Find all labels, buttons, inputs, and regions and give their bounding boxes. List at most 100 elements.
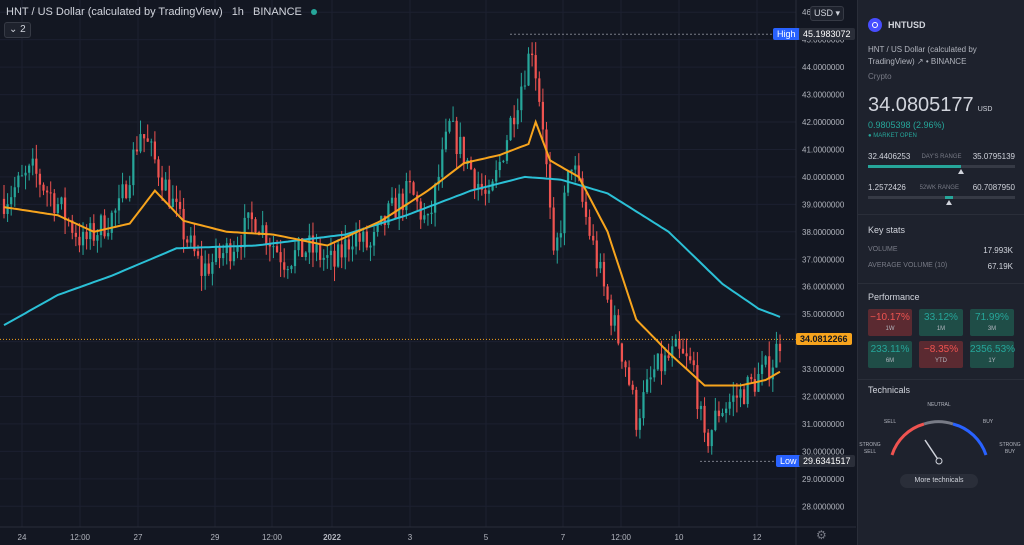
performance-period: 6M xyxy=(885,358,895,364)
y-tick-label: 29.0000000 xyxy=(802,475,845,484)
gear-icon[interactable]: ⚙ xyxy=(816,528,827,542)
performance-period: YTD xyxy=(935,358,947,364)
performance-value: 71.99% xyxy=(975,312,1009,323)
symbol-header[interactable]: HNTUSD xyxy=(868,18,926,32)
candle-body xyxy=(110,212,113,233)
52wk-range-marker xyxy=(945,200,952,205)
candle-body xyxy=(254,219,257,233)
symbol-legend[interactable]: HNT / US Dollar (calculated by TradingVi… xyxy=(6,6,317,18)
performance-cell[interactable]: 233.11% 6M xyxy=(868,341,912,368)
candle-body xyxy=(703,405,706,433)
y-tick-label: 28.0000000 xyxy=(802,502,845,511)
candle-body xyxy=(645,379,649,393)
candle-body xyxy=(214,245,218,263)
candle-body xyxy=(135,149,139,152)
candle-body xyxy=(692,360,695,366)
candle-body xyxy=(344,239,347,258)
y-tick-label: 35.0000000 xyxy=(802,310,845,319)
y-tick-label: 42.0000000 xyxy=(802,118,845,127)
candle-body xyxy=(477,183,480,190)
candle-body xyxy=(617,315,620,344)
candle-body xyxy=(778,343,782,352)
candle-body xyxy=(674,338,677,347)
candle-body xyxy=(153,141,157,160)
symbol-description[interactable]: HNT / US Dollar (calculated by TradingVi… xyxy=(868,45,977,66)
divider xyxy=(858,214,1024,215)
52wk-range: 1.2572426 52WK RANGE 60.7087950 xyxy=(868,183,1015,205)
candle-body xyxy=(394,197,397,219)
candle-body xyxy=(448,120,451,132)
days-range-high: 35.0795139 xyxy=(972,152,1015,161)
x-tick-label: 24 xyxy=(18,533,27,542)
candle-body xyxy=(588,216,591,236)
candle-body xyxy=(541,101,545,130)
days-range-marker xyxy=(957,169,964,174)
candle-body xyxy=(225,243,228,254)
candle-body xyxy=(721,412,724,417)
price-chart[interactable]: 46.000000045.000000044.000000043.0000000… xyxy=(0,0,856,545)
candle-body xyxy=(699,405,703,410)
candle-body xyxy=(45,190,49,193)
y-tick-label: 44.0000000 xyxy=(802,63,845,72)
y-tick-label: 39.0000000 xyxy=(802,200,845,209)
candle-body xyxy=(444,131,448,150)
candle-body xyxy=(602,261,606,287)
high-tag-value: 45.1983072 xyxy=(799,28,855,41)
ma-fast-line xyxy=(3,118,781,387)
52wk-range-low: 1.2572426 xyxy=(868,183,906,192)
candle-body xyxy=(473,169,476,190)
candle-body xyxy=(642,392,645,419)
candle-body xyxy=(182,208,185,240)
currency-button[interactable]: USD ▾ xyxy=(810,6,845,21)
symbol-type: Crypto xyxy=(868,72,892,81)
candle-body xyxy=(229,243,232,262)
candle-body xyxy=(333,250,336,267)
candle-body xyxy=(559,233,562,238)
candle-body xyxy=(649,377,652,380)
chart-grid xyxy=(0,0,796,527)
candle-body xyxy=(401,193,404,211)
candle-body xyxy=(574,165,577,170)
candle-body xyxy=(326,255,329,258)
candle-body xyxy=(38,173,42,185)
performance-cell[interactable]: 2356.53% 1Y xyxy=(970,341,1015,368)
performance-cell[interactable]: 71.99% 3M xyxy=(970,309,1014,336)
candle-body xyxy=(592,235,595,241)
candle-body xyxy=(96,235,99,241)
candle-body xyxy=(146,138,149,142)
candle-body xyxy=(451,120,455,122)
candle-body xyxy=(28,165,31,173)
indicators-collapse-button[interactable]: ⌄ 2 xyxy=(4,22,31,38)
candle-body xyxy=(207,263,210,274)
candle-body xyxy=(372,231,376,246)
gauge-label-sell: SELL xyxy=(883,419,897,425)
candle-body xyxy=(103,215,106,237)
candle-body xyxy=(6,204,9,214)
candle-body xyxy=(724,408,728,413)
candle-body xyxy=(742,389,746,405)
candle-body xyxy=(168,179,171,207)
candle-body xyxy=(311,235,315,253)
more-technicals-button[interactable]: More technicals xyxy=(900,474,978,488)
candle-body xyxy=(125,184,128,199)
candle-body xyxy=(487,190,491,194)
gauge-svg xyxy=(890,420,988,465)
avg-volume-row: AVERAGE VOLUME (10) 67.19K xyxy=(868,262,1013,271)
performance-cell[interactable]: −8.35% YTD xyxy=(919,341,963,368)
candle-body xyxy=(613,315,616,326)
performance-cell[interactable]: −10.17% 1W xyxy=(868,309,912,336)
candle-body xyxy=(771,367,774,380)
candle-body xyxy=(365,231,368,248)
candle-body xyxy=(99,215,103,236)
candle-body xyxy=(595,240,598,269)
performance-cell[interactable]: 33.12% 1M xyxy=(919,309,963,336)
candle-body xyxy=(236,246,239,252)
chart-pane[interactable]: 46.000000045.000000044.000000043.0000000… xyxy=(0,0,856,545)
candle-body xyxy=(222,253,225,259)
candle-body xyxy=(157,159,160,178)
y-tick-label: 37.0000000 xyxy=(802,255,845,264)
candle-body xyxy=(556,237,559,251)
y-tick-label: 30.0000000 xyxy=(802,447,845,456)
candle-body xyxy=(232,251,236,262)
candle-body xyxy=(408,181,412,183)
